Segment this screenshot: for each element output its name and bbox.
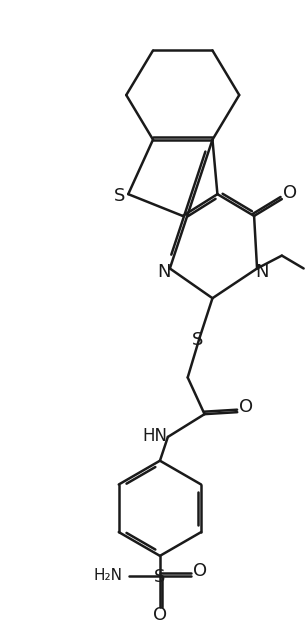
Text: O: O <box>192 562 207 580</box>
Text: N: N <box>255 264 269 282</box>
Text: O: O <box>153 606 167 624</box>
Text: N: N <box>157 264 171 282</box>
Text: O: O <box>283 184 297 202</box>
Text: S: S <box>114 187 125 205</box>
Text: H₂N: H₂N <box>94 568 123 583</box>
Text: O: O <box>239 398 253 416</box>
Text: S: S <box>192 331 203 349</box>
Text: HN: HN <box>143 427 168 445</box>
Text: S: S <box>154 568 166 586</box>
